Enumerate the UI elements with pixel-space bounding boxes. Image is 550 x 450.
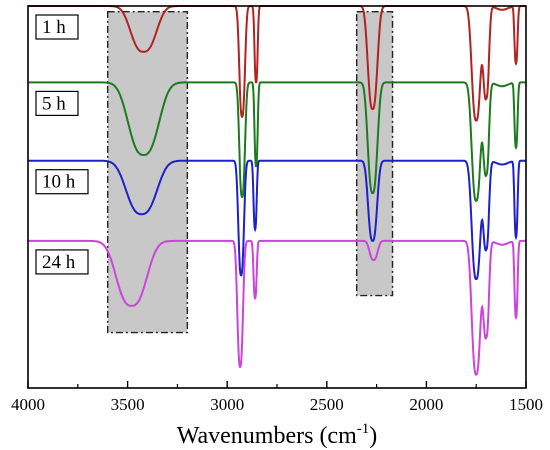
series-lines	[28, 5, 526, 376]
series-line-24h	[28, 239, 526, 376]
x-tick-label-3500: 3500	[111, 395, 145, 414]
series-line-5h	[28, 81, 526, 202]
x-axis-title-main: Wavenumbers (cm	[177, 423, 357, 449]
x-axis-title-sup: -1	[357, 421, 370, 437]
series-labels: 1 h 5 h 10 h 24 h	[35, 14, 89, 275]
series-label-box-24h	[35, 249, 89, 275]
x-tick-label-3000: 3000	[210, 395, 244, 414]
x-tick-label-1500: 1500	[509, 395, 543, 414]
x-axis-title: Wavenumbers (cm-1)	[177, 421, 378, 449]
highlight-region-2	[355, 11, 394, 297]
highlight-region-1	[106, 11, 189, 334]
series-label-24h: 24 h	[42, 252, 76, 273]
series-line-10h	[28, 159, 526, 281]
series-label-10h: 10 h	[42, 172, 76, 193]
series-label-box-1h	[35, 14, 79, 40]
x-tick-label-2500: 2500	[310, 395, 344, 414]
series-label-box-5h	[35, 90, 79, 117]
x-axis-ticks: 4000 3500 3000 2500 2000 1500	[11, 381, 543, 414]
series-label-5h: 5 h	[42, 93, 66, 114]
highlight-regions	[106, 11, 394, 334]
x-tick-label-2000: 2000	[409, 395, 443, 414]
series-label-1h: 1 h	[42, 17, 66, 38]
x-axis-title-close: )	[369, 423, 377, 449]
series-line-1h	[28, 5, 526, 122]
x-tick-label-4000: 4000	[11, 395, 45, 414]
series-label-box-10h	[35, 169, 89, 195]
plot-frame	[27, 5, 527, 389]
